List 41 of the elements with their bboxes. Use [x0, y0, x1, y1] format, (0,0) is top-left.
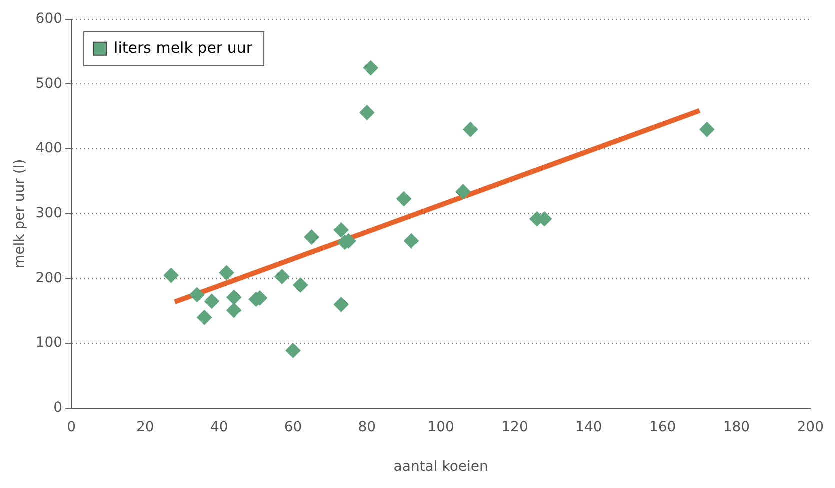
point [164, 268, 179, 283]
point [700, 122, 715, 138]
x-tick-label: 80 [358, 419, 376, 436]
point [219, 265, 234, 280]
point [404, 234, 420, 249]
x-tick-label: 40 [210, 419, 228, 436]
x-tick-label: 60 [284, 419, 302, 436]
x-tick-label: 160 [649, 419, 676, 436]
y-tick-label: 300 [36, 206, 63, 222]
x-axis-title: aantal koeien [394, 459, 488, 476]
y-axis-title: melk per uur (l) [12, 159, 28, 268]
point [204, 294, 220, 309]
point [293, 278, 308, 293]
point [286, 343, 301, 358]
x-tick-label: 120 [502, 419, 528, 436]
point [363, 60, 378, 76]
point [197, 310, 212, 326]
point [274, 269, 290, 284]
x-tick-label: 140 [576, 419, 602, 436]
x-tick-label: 20 [136, 419, 154, 436]
y-tick-label: 400 [36, 140, 63, 157]
point [190, 287, 205, 302]
point [226, 303, 242, 318]
y-tick-label: 0 [54, 400, 63, 416]
x-tick-label: 0 [67, 419, 76, 436]
y-tick-label: 600 [36, 11, 63, 28]
y-tick-label: 500 [36, 76, 63, 92]
point [360, 105, 375, 120]
point [334, 297, 349, 312]
point [396, 191, 412, 206]
y-tick-label: 200 [36, 270, 63, 286]
x-tick-label: 100 [428, 419, 454, 436]
point [456, 184, 471, 200]
x-tick-label: 180 [723, 419, 750, 436]
x-tick-label: 200 [797, 419, 824, 436]
point [334, 222, 349, 238]
y-tick-label: 100 [36, 335, 63, 352]
legend-label: liters melk per uur [114, 38, 254, 57]
point [226, 290, 242, 306]
point [463, 122, 478, 138]
point [304, 230, 320, 245]
